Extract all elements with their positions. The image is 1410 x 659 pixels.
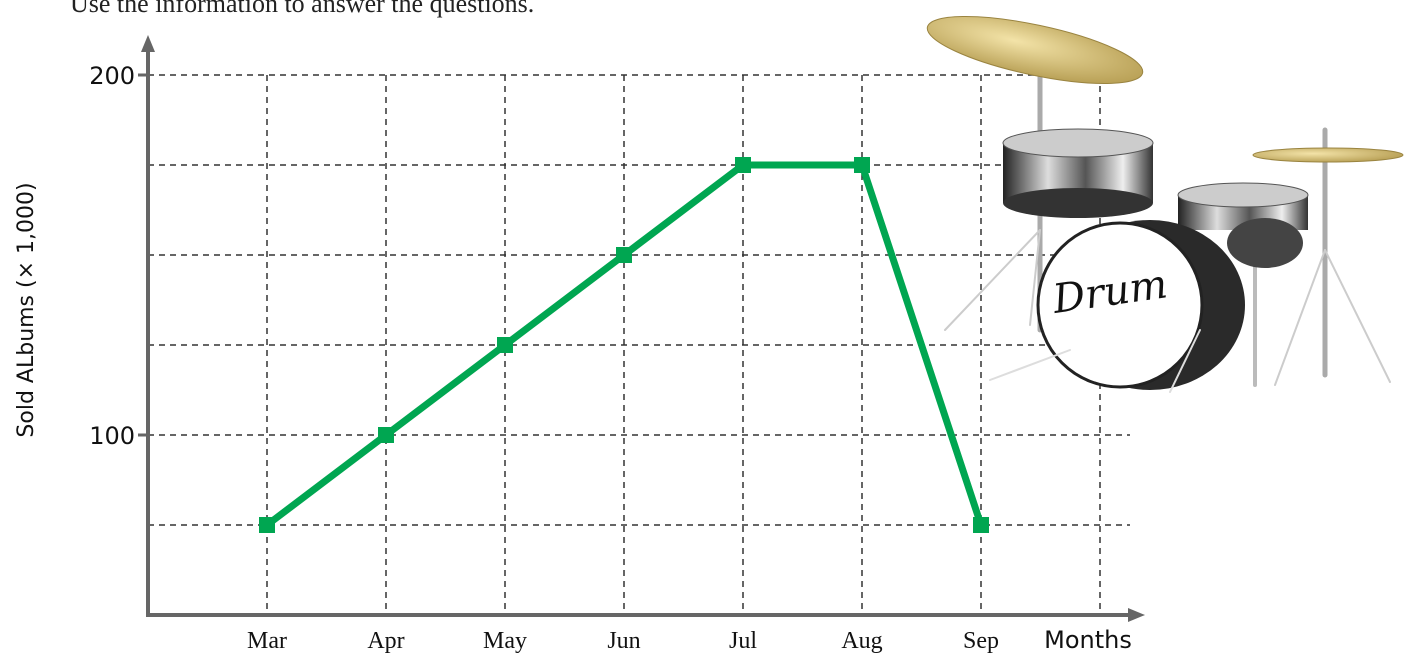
drum-illustration: Drum <box>926 16 1404 393</box>
instruction: Use the information to answer the questi… <box>70 0 534 18</box>
point-marker <box>378 427 394 443</box>
point-marker <box>497 337 513 353</box>
x-tick-label: Sep <box>963 628 999 654</box>
point-marker <box>259 517 275 533</box>
x-tick-label: Mar <box>247 628 287 654</box>
point-marker <box>735 157 751 173</box>
point-marker <box>616 247 632 263</box>
y-axis-label: Sold ALbums (× 1,000) <box>14 182 39 437</box>
x-tick-label: May <box>483 628 527 654</box>
point-marker <box>973 517 989 533</box>
plot-area: 100 200 Sold ALbums (× 1,000) Months Mar Apr M… <box>14 35 1145 654</box>
point-marker <box>854 157 870 173</box>
y-axis-arrow <box>141 35 155 52</box>
x-axis-label: Months <box>1044 626 1132 654</box>
x-tick-label: Aug <box>841 628 882 654</box>
x-axis-arrow <box>1128 608 1145 622</box>
y-tick-label: 100 <box>89 422 135 450</box>
y-tick-label: 200 <box>89 62 135 90</box>
x-tick-label: Jun <box>607 628 640 654</box>
x-tick-label: Jul <box>729 628 757 654</box>
x-tick-label: Apr <box>367 628 404 654</box>
